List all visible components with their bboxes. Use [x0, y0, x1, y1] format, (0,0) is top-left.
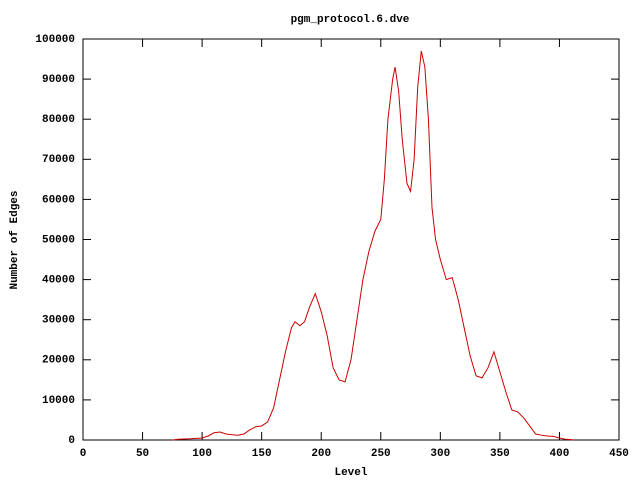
x-tick-label: 350 [490, 448, 510, 460]
y-tick-label: 60000 [42, 194, 75, 206]
y-tick-label: 100000 [35, 34, 75, 46]
y-tick-label: 0 [68, 435, 75, 447]
plot-frame [82, 38, 620, 441]
y-tick-label: 50000 [42, 234, 75, 246]
y-axis-label: Number of Edges [9, 190, 21, 289]
chart-title: pgm_protocol.6.dve [291, 14, 410, 26]
x-tick-label: 100 [192, 448, 212, 460]
y-tick-label: 80000 [42, 114, 75, 126]
y-tick-label: 90000 [42, 74, 75, 86]
y-tick-label: 30000 [42, 315, 75, 327]
x-tick-label: 0 [80, 448, 87, 460]
x-tick-label: 450 [609, 448, 629, 460]
x-tick-label: 200 [311, 448, 331, 460]
x-tick-label: 300 [430, 448, 450, 460]
y-tick-label: 70000 [42, 154, 75, 166]
y-tick-label: 40000 [42, 275, 75, 287]
line-series [172, 50, 574, 441]
x-tick-label: 250 [371, 448, 391, 460]
x-tick-label: 50 [136, 448, 149, 460]
x-tick-label: 150 [252, 448, 272, 460]
x-tick-label: 400 [550, 448, 570, 460]
y-tick-label: 20000 [42, 355, 75, 367]
x-axis-label: Level [334, 467, 367, 479]
y-tick-label: 10000 [42, 395, 75, 407]
